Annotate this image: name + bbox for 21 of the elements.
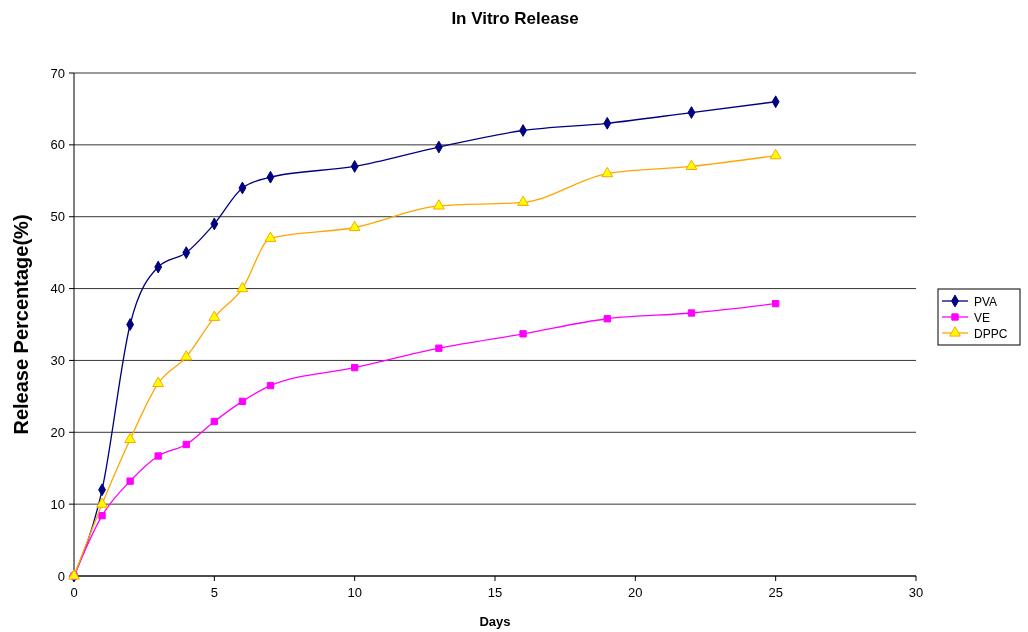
legend-label: VE xyxy=(974,310,991,325)
x-tick-label: 15 xyxy=(487,585,503,600)
x-tick-label: 5 xyxy=(210,585,218,600)
y-tick-label: 20 xyxy=(50,424,65,440)
chart-title: In Vitro Release xyxy=(451,9,579,28)
x-tick-label: 20 xyxy=(628,585,643,600)
y-tick-label: 0 xyxy=(57,568,65,584)
y-axis-title: Release Percentage(%) xyxy=(10,214,32,435)
y-tick-label: 10 xyxy=(50,496,65,512)
y-tick-label: 30 xyxy=(50,352,65,368)
y-tick-label: 40 xyxy=(50,281,65,297)
x-tick-label: 30 xyxy=(908,585,924,600)
y-tick-label: 60 xyxy=(50,137,65,153)
legend-label: DPPC xyxy=(974,326,1008,341)
legend-label: PVA xyxy=(974,294,998,309)
x-tick-label: 10 xyxy=(347,585,362,600)
x-tick-label: 25 xyxy=(768,585,783,600)
x-tick-label: 0 xyxy=(70,585,78,600)
x-axis-title: Days xyxy=(479,614,511,629)
y-tick-label: 50 xyxy=(50,209,65,225)
y-tick-label: 70 xyxy=(50,65,65,81)
